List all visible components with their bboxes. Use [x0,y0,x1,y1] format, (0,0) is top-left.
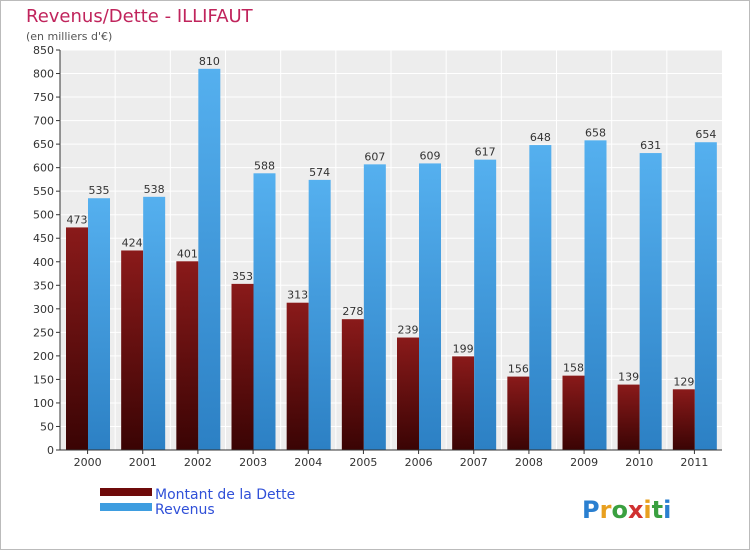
legend-label-dette: Montant de la Dette [155,487,295,503]
bar-revenus [419,163,441,451]
y-tick-label: 250 [33,326,54,339]
x-tick-label: 2003 [239,456,267,469]
data-label: 654 [695,128,716,141]
data-label: 129 [673,375,694,388]
y-tick-label: 0 [47,444,54,457]
y-tick-label: 200 [33,350,54,363]
bar-revenus [143,196,166,450]
bar-revenus [584,140,607,450]
data-label: 424 [122,236,143,249]
x-tick-label: 2006 [405,456,433,469]
y-tick-label: 50 [40,420,54,433]
x-tick-label: 2001 [129,456,157,469]
bar-revenus [88,198,110,450]
y-tick-label: 100 [33,397,54,410]
x-tick-label: 2004 [294,456,322,469]
data-label: 199 [453,342,474,355]
data-label: 574 [309,166,330,179]
brand-logo: Proxiti [582,496,671,524]
bar-revenus [253,173,276,450]
data-label: 353 [232,270,253,283]
bar-revenus [694,142,717,450]
data-label: 401 [177,247,198,260]
y-tick-label: 600 [33,162,54,175]
y-tick-label: 350 [33,279,54,292]
bar-dette [286,302,309,450]
x-tick-label: 2005 [349,456,377,469]
bar-dette [231,283,254,450]
bar-revenus [308,179,331,450]
y-tick-label: 850 [33,44,54,57]
bar-dette [452,356,475,450]
legend-label-revenus: Revenus [155,502,215,518]
y-tick-label: 500 [33,209,54,222]
data-label: 538 [144,183,165,196]
axes: 0 50 100 150 200 250 300 350 400 450 500 550 600 650 7… [33,44,722,469]
data-label: 588 [254,159,275,172]
data-label: 607 [364,150,385,163]
y-tick-label: 300 [33,303,54,316]
y-tick-label: 650 [33,138,54,151]
y-tick-label: 750 [33,91,54,104]
bar-dette [397,337,419,450]
data-label: 313 [287,289,308,302]
bar-revenus [529,145,552,450]
bar-revenus [198,68,221,450]
bar-dette [66,227,88,450]
data-label: 473 [67,213,88,226]
bars: 473 535 424 538 401 810 353 588 313 574 278 607 239 6… [66,55,717,451]
bar-revenus [639,153,662,450]
data-label: 239 [398,324,419,337]
bar-dette [176,261,199,450]
x-tick-label: 2000 [74,456,102,469]
x-tick-label: 2008 [515,456,543,469]
bar-dette [562,375,585,450]
bar-dette [617,384,640,450]
x-tick-label: 2011 [680,456,708,469]
bar-dette [672,389,695,450]
bar-revenus [363,164,386,450]
data-label: 617 [475,146,496,159]
x-tick-label: 2002 [184,456,212,469]
legend: Montant de la Dette Revenus [100,487,295,518]
data-label: 648 [530,131,551,144]
x-tick-label: 2007 [460,456,488,469]
data-label: 658 [585,126,606,139]
data-label: 156 [508,363,529,376]
x-tick-label: 2009 [570,456,598,469]
data-label: 158 [563,362,584,375]
y-tick-label: 450 [33,232,54,245]
bar-revenus [474,159,497,450]
data-label: 609 [420,149,441,162]
y-tick-label: 400 [33,256,54,269]
grid-lines [60,49,722,451]
bar-dette [121,250,144,450]
y-tick-label: 150 [33,373,54,386]
y-tick-label: 550 [33,185,54,198]
data-label: 810 [199,55,220,68]
bar-dette [507,376,530,450]
legend-swatch-revenus [100,503,152,511]
data-label: 631 [640,139,661,152]
data-label: 535 [89,184,110,197]
data-label: 278 [342,305,363,318]
data-label: 139 [618,371,639,384]
y-tick-label: 800 [33,68,54,81]
chart-title: Revenus/Dette - ILLIFAUT [26,6,254,27]
x-tick-label: 2010 [625,456,653,469]
bar-dette [341,319,364,450]
y-tick-label: 700 [33,115,54,128]
legend-swatch-dette [100,488,152,496]
chart-subtitle: (en milliers d'€) [26,30,112,43]
